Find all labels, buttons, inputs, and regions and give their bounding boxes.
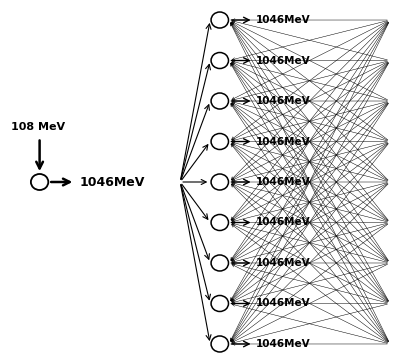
Text: 1046MeV: 1046MeV [255, 15, 310, 25]
Text: 1046MeV: 1046MeV [79, 175, 145, 189]
Text: 1046MeV: 1046MeV [255, 218, 310, 228]
Text: 1046MeV: 1046MeV [255, 136, 310, 146]
Text: 1046MeV: 1046MeV [255, 339, 310, 349]
Text: 1046MeV: 1046MeV [255, 96, 310, 106]
Text: 1046MeV: 1046MeV [255, 177, 310, 187]
Text: 1046MeV: 1046MeV [255, 298, 310, 308]
Text: 1046MeV: 1046MeV [255, 56, 310, 66]
Text: 108 MeV: 108 MeV [11, 122, 65, 132]
Text: 1046MeV: 1046MeV [255, 258, 310, 268]
